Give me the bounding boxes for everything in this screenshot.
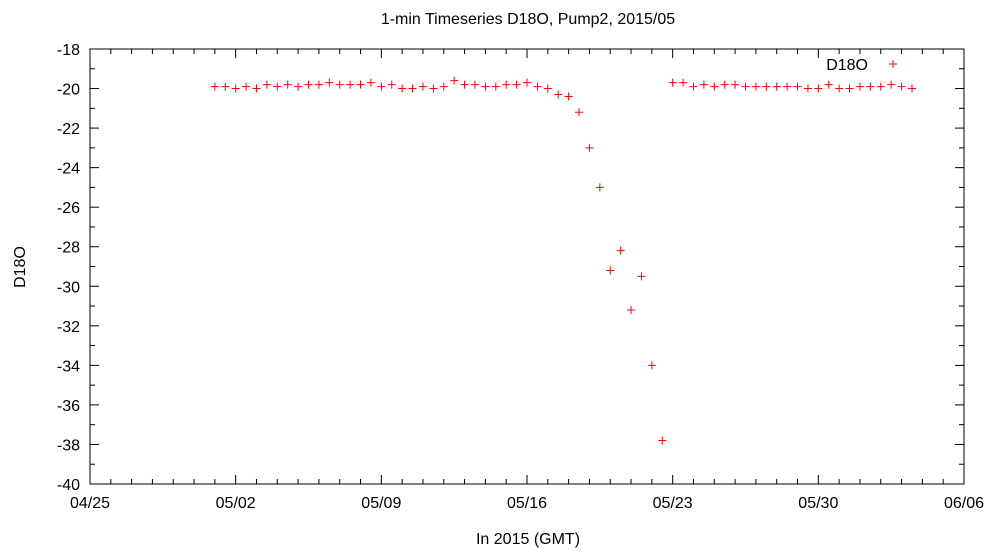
data-point bbox=[283, 80, 292, 89]
data-point bbox=[304, 80, 313, 89]
x-tick-label: 06/06 bbox=[944, 495, 984, 512]
data-point bbox=[887, 80, 896, 89]
data-point bbox=[751, 82, 760, 91]
y-tick-label: -26 bbox=[57, 200, 80, 217]
y-tick-label: -36 bbox=[57, 398, 80, 415]
y-tick-label: -20 bbox=[57, 82, 80, 99]
data-point bbox=[554, 90, 563, 99]
data-point bbox=[876, 82, 885, 91]
data-point bbox=[845, 84, 854, 93]
data-point bbox=[356, 80, 365, 89]
data-point bbox=[793, 82, 802, 91]
data-point bbox=[450, 76, 459, 85]
y-tick-label: -38 bbox=[57, 437, 80, 454]
data-point bbox=[824, 80, 833, 89]
data-point bbox=[398, 84, 407, 93]
legend-label: D18O bbox=[826, 57, 868, 74]
y-tick-label: -30 bbox=[57, 279, 80, 296]
data-point bbox=[429, 84, 438, 93]
data-point bbox=[627, 306, 636, 314]
data-point bbox=[523, 78, 531, 87]
y-axis-label: D18O bbox=[12, 246, 29, 288]
data-point bbox=[772, 82, 781, 91]
data-point bbox=[512, 80, 521, 89]
data-point bbox=[314, 80, 323, 89]
data-point bbox=[814, 84, 823, 93]
data-point bbox=[897, 82, 906, 91]
data-point bbox=[335, 80, 344, 89]
data-point bbox=[377, 82, 386, 91]
data-point bbox=[408, 84, 417, 93]
data-point bbox=[783, 82, 792, 91]
x-axis-label: In 2015 (GMT) bbox=[476, 531, 580, 548]
data-point bbox=[907, 84, 916, 93]
legend-marker bbox=[889, 60, 897, 68]
data-point bbox=[491, 82, 500, 91]
x-tick-label: 05/09 bbox=[361, 495, 401, 512]
data-point bbox=[637, 272, 646, 281]
data-point bbox=[325, 78, 334, 87]
axis-ticks: -18 -20 -22 -24 -26 -28 -30 -32 -34 -36 -38 -4004/2… bbox=[57, 42, 984, 512]
data-point bbox=[710, 82, 719, 91]
data-point bbox=[855, 82, 864, 91]
data-point bbox=[658, 436, 667, 445]
data-point bbox=[242, 82, 251, 91]
data-point bbox=[668, 78, 677, 87]
data-point bbox=[616, 246, 625, 255]
data-point bbox=[439, 82, 448, 91]
data-point bbox=[741, 82, 750, 91]
data-point bbox=[533, 82, 542, 91]
data-point bbox=[595, 183, 604, 192]
data-point bbox=[210, 82, 219, 91]
data-point bbox=[418, 82, 427, 91]
y-tick-label: -22 bbox=[57, 121, 80, 138]
data-point bbox=[273, 82, 282, 91]
data-point bbox=[481, 82, 490, 91]
x-tick-label: 04/25 bbox=[70, 495, 110, 512]
x-tick-label: 05/23 bbox=[653, 495, 693, 512]
x-tick-label: 05/02 bbox=[216, 495, 256, 512]
data-point bbox=[647, 361, 656, 370]
data-point bbox=[252, 84, 261, 93]
data-point bbox=[606, 266, 615, 275]
data-point bbox=[835, 84, 844, 93]
data-point bbox=[502, 80, 511, 89]
data-point bbox=[731, 80, 740, 89]
plot-area-frame bbox=[89, 48, 965, 485]
data-point bbox=[803, 84, 812, 93]
data-point bbox=[762, 82, 771, 91]
data-point bbox=[679, 78, 688, 87]
data-point bbox=[585, 143, 594, 152]
data-point bbox=[231, 84, 240, 93]
data-point bbox=[387, 80, 396, 89]
data-point bbox=[564, 92, 573, 101]
y-tick-label: -24 bbox=[57, 161, 80, 178]
data-point bbox=[460, 80, 469, 89]
data-point bbox=[575, 108, 584, 117]
data-points bbox=[210, 76, 916, 445]
y-tick-label: -40 bbox=[57, 477, 80, 494]
data-point bbox=[262, 80, 271, 89]
y-tick-label: -32 bbox=[57, 319, 80, 336]
x-tick-label: 05/16 bbox=[507, 495, 547, 512]
y-tick-label: -28 bbox=[57, 240, 80, 257]
data-point bbox=[221, 82, 230, 91]
y-tick-label: -34 bbox=[57, 358, 80, 375]
y-tick-label: -18 bbox=[57, 42, 80, 59]
chart-title: 1-min Timeseries D18O, Pump2, 2015/05 bbox=[381, 11, 675, 28]
legend: D18O bbox=[826, 57, 897, 74]
data-point bbox=[366, 78, 375, 87]
data-point bbox=[543, 84, 552, 93]
data-point bbox=[294, 82, 303, 91]
data-point bbox=[699, 80, 708, 89]
legend-marker-plus bbox=[889, 60, 897, 68]
data-point bbox=[866, 82, 875, 91]
data-point bbox=[689, 82, 698, 91]
data-point bbox=[346, 80, 355, 89]
x-tick-label: 05/30 bbox=[798, 495, 838, 512]
data-point bbox=[720, 80, 729, 89]
data-point bbox=[470, 80, 479, 89]
